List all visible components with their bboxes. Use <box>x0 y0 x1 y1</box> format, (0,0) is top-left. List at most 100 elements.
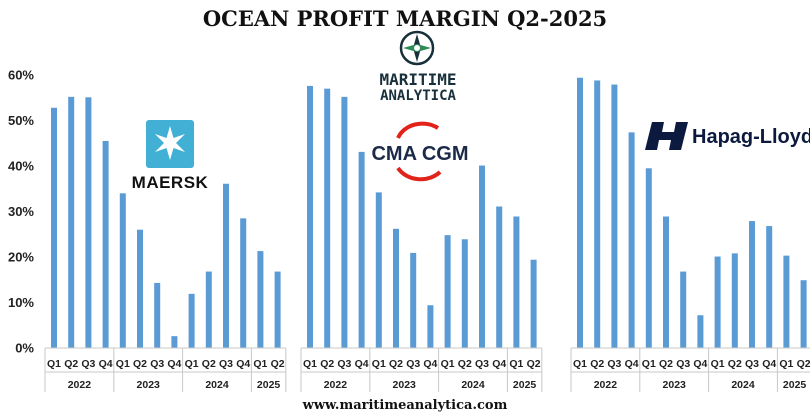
x-tick-label: Q3 <box>81 358 95 370</box>
y-tick-label: 40% <box>8 159 34 174</box>
maersk-star-shape <box>155 126 185 160</box>
bar-hapaglloyd-7 <box>697 315 704 348</box>
x-tick-label: Q3 <box>406 358 420 370</box>
x-tick-label: Q2 <box>458 358 472 370</box>
year-label: 2023 <box>137 379 161 391</box>
maritime-line2: ANALYTICA <box>380 88 456 104</box>
x-tick-label: Q1 <box>47 358 61 370</box>
x-tick-label: Q1 <box>779 358 793 370</box>
maritime-analytica-logo: MARITIME ANALYTICA <box>379 30 457 104</box>
x-tick-label: Q2 <box>797 358 810 370</box>
maersk-logo: MAERSK <box>132 120 209 192</box>
x-tick-label: Q3 <box>337 358 351 370</box>
x-tick-label: Q1 <box>303 358 317 370</box>
x-tick-label: Q3 <box>219 358 233 370</box>
bar-maersk-2 <box>85 97 92 348</box>
bar-maersk-11 <box>240 218 247 348</box>
bar-maersk-13 <box>274 271 281 348</box>
bar-hapaglloyd-3 <box>628 132 635 348</box>
x-tick-label: Q2 <box>320 358 334 370</box>
cma-cgm-text: CMA CGM <box>371 143 468 165</box>
x-tick-label: Q1 <box>573 358 587 370</box>
x-tick-label: Q4 <box>355 358 369 370</box>
x-tick-label: Q4 <box>625 358 639 370</box>
year-label: 2022 <box>324 379 348 391</box>
bar-maersk-3 <box>102 140 109 348</box>
bar-cmacgm-2 <box>341 96 348 348</box>
bar-hapaglloyd-9 <box>731 253 738 348</box>
y-tick-label: 50% <box>8 113 34 128</box>
bar-hapaglloyd-5 <box>663 216 669 348</box>
x-tick-label: Q4 <box>167 358 181 370</box>
x-tick-label: Q2 <box>389 358 403 370</box>
maritime-line1: MARITIME <box>379 70 456 89</box>
y-tick-label: 30% <box>8 204 34 219</box>
bar-maersk-0 <box>51 107 57 348</box>
bar-hapaglloyd-8 <box>714 256 721 348</box>
bar-maersk-7 <box>171 336 178 348</box>
year-label: 2024 <box>205 379 229 391</box>
year-label: 2025 <box>257 379 281 391</box>
year-label: 2025 <box>513 379 537 391</box>
hapag-lloyd-icon <box>645 122 688 150</box>
bars <box>51 77 807 349</box>
year-label: 2023 <box>663 379 687 391</box>
x-tick-label: Q2 <box>527 358 541 370</box>
year-label: 2024 <box>461 379 485 391</box>
x-tick-label: Q1 <box>185 358 199 370</box>
bar-hapaglloyd-1 <box>594 80 601 349</box>
x-tick-label: Q3 <box>607 358 621 370</box>
bar-cmacgm-11 <box>496 206 503 348</box>
bar-maersk-9 <box>205 271 212 348</box>
bar-cmacgm-5 <box>393 228 399 348</box>
year-label: 2025 <box>783 379 807 391</box>
bar-maersk-1 <box>68 96 75 348</box>
x-tick-label: Q2 <box>64 358 78 370</box>
bar-hapaglloyd-4 <box>645 168 652 348</box>
bar-cmacgm-4 <box>375 192 382 348</box>
cma-swoosh-icon <box>396 121 440 139</box>
x-tick-label: Q4 <box>693 358 707 370</box>
x-tick-label: Q3 <box>475 358 489 370</box>
bar-hapaglloyd-6 <box>680 271 687 348</box>
year-label: 2023 <box>393 379 417 391</box>
x-tick-label: Q1 <box>116 358 130 370</box>
y-tick-label: 10% <box>8 295 34 310</box>
bar-cmacgm-3 <box>358 151 365 348</box>
bar-cmacgm-6 <box>410 252 417 348</box>
bar-cmacgm-10 <box>479 165 485 348</box>
x-tick-label: Q4 <box>762 358 776 370</box>
bar-hapaglloyd-13 <box>800 280 807 348</box>
bar-maersk-5 <box>137 229 143 348</box>
y-tick-label: 60% <box>8 68 34 83</box>
x-tick-label: Q4 <box>492 358 506 370</box>
bar-hapaglloyd-10 <box>749 221 755 348</box>
x-tick-label: Q1 <box>509 358 523 370</box>
bar-maersk-12 <box>257 251 264 348</box>
y-tick-label: 20% <box>8 250 34 265</box>
y-tick-label: 0% <box>15 341 34 356</box>
hapag-lloyd-text: Hapag-Lloyd <box>692 126 810 148</box>
x-tick-label: Q1 <box>711 358 725 370</box>
bar-cmacgm-0 <box>307 85 313 349</box>
maersk-logo-text: MAERSK <box>132 173 209 192</box>
bar-hapaglloyd-12 <box>783 255 790 348</box>
x-tick-label: Q2 <box>590 358 604 370</box>
year-label: 2022 <box>594 379 618 391</box>
y-axis: 0% 10% 20% 30% 40% 50% 60% <box>8 68 34 356</box>
bar-cmacgm-8 <box>444 235 451 348</box>
x-tick-label: Q4 <box>423 358 437 370</box>
cma-cgm-logo: CMA CGM <box>371 121 469 182</box>
x-tick-label: Q3 <box>676 358 690 370</box>
x-tick-label: Q2 <box>202 358 216 370</box>
hapag-lloyd-logo: Hapag-Lloyd <box>645 122 810 150</box>
bar-maersk-8 <box>188 293 195 348</box>
x-tick-label: Q4 <box>99 358 113 370</box>
x-tick-label: Q3 <box>150 358 164 370</box>
x-tick-label: Q1 <box>441 358 455 370</box>
x-tick-label: Q2 <box>133 358 147 370</box>
bar-cmacgm-13 <box>530 259 537 348</box>
compass-icon <box>399 30 435 66</box>
